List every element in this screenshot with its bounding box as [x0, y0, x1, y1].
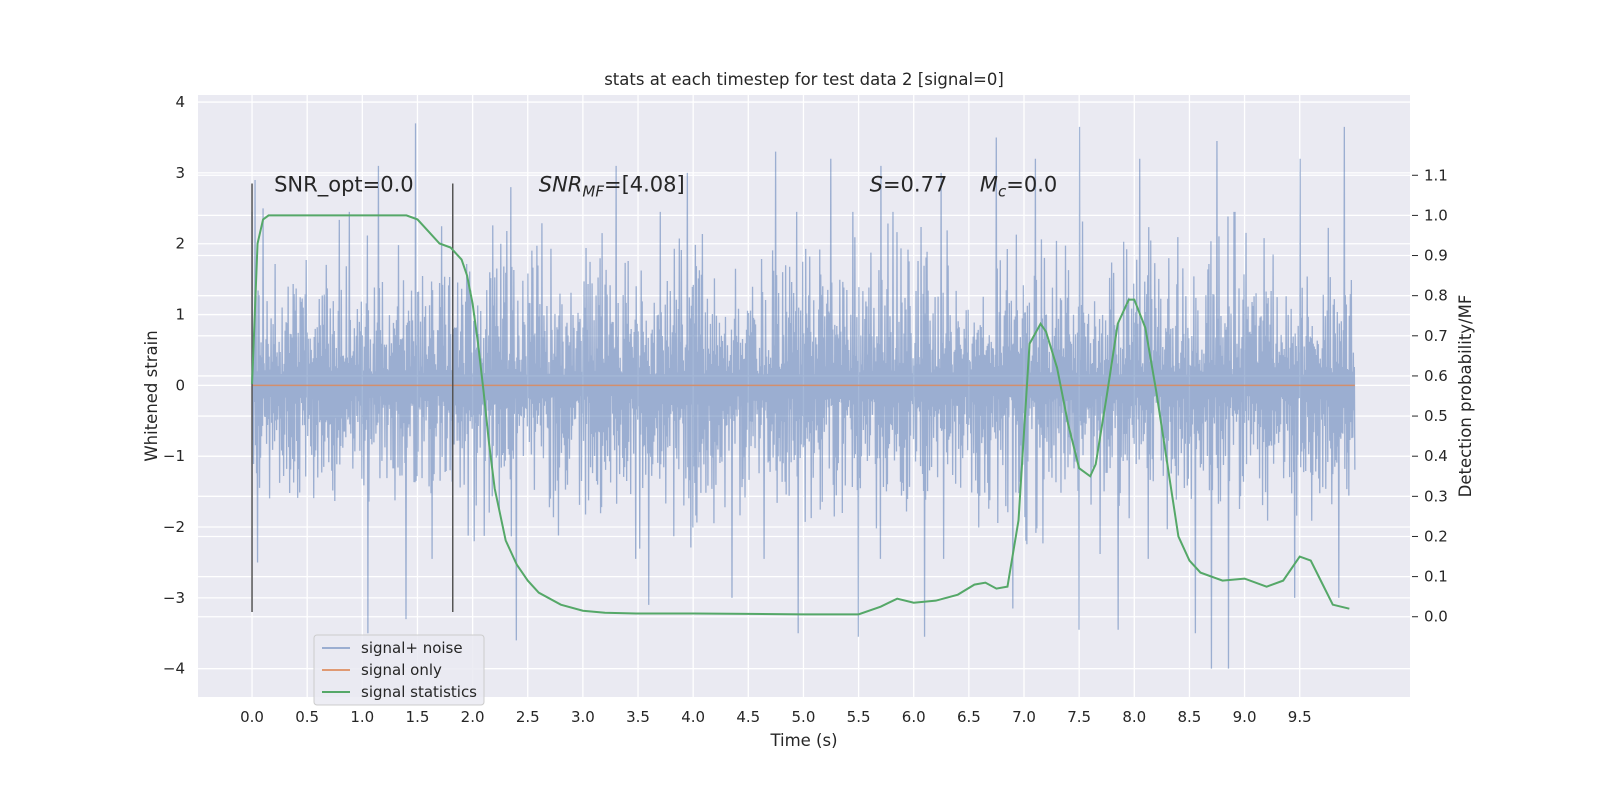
x-tick-label: 1.5 [406, 708, 430, 726]
y2-tick-label: 0.4 [1424, 447, 1448, 465]
y2-tick-label: 0.6 [1424, 367, 1448, 385]
x-tick-label: 6.5 [957, 708, 981, 726]
y2-tick-label: 1.0 [1424, 206, 1448, 224]
x-tick-label: 2.5 [516, 708, 540, 726]
series-signal-noise [251, 123, 1356, 669]
x-tick-label: 4.5 [736, 708, 760, 726]
x-axis-label: Time (s) [769, 731, 837, 750]
y-tick-label: 0 [175, 376, 185, 394]
y-tick-label: −1 [163, 447, 185, 465]
x-tick-label: 2.0 [461, 708, 485, 726]
y2-axis-label: Detection probability/MF [1456, 295, 1475, 498]
x-tick-label: 4.0 [681, 708, 705, 726]
legend-box [313, 634, 485, 706]
x-tick-label: 1.0 [350, 708, 374, 726]
chart-title: stats at each timestep for test data 2 [… [604, 70, 1004, 89]
annotation-mc-value: Mc=0.0 [980, 173, 1057, 201]
y-axis-ticks: −4 −3 −2 −1 0 1 2 3 4 [163, 93, 185, 678]
y2-tick-label: 1.1 [1424, 166, 1448, 184]
y-tick-label: −4 [163, 660, 185, 678]
x-tick-label: 0.5 [295, 708, 319, 726]
y-tick-label: 3 [175, 164, 185, 182]
y-tick-label: 1 [175, 306, 185, 324]
x-axis-ticks: 0.0 0.5 1.0 1.5 2.0 2.5 3.0 3.5 4.0 4.5 5.0 5.5 6.0 6… [240, 708, 1312, 726]
series-signal-statistics [251, 214, 1350, 616]
y-tick-label: 4 [175, 93, 185, 111]
annotation-snr-opt: SNR_opt=0.0 [274, 173, 414, 198]
x-tick-label: 7.0 [1012, 708, 1036, 726]
legend: signal+ noise signal only signal statistic… [313, 634, 485, 706]
x-tick-label: 5.5 [847, 708, 871, 726]
x-tick-label: 9.5 [1288, 708, 1312, 726]
y2-tick-label: 0.8 [1424, 287, 1448, 305]
y-tick-label: −3 [163, 589, 185, 607]
x-tick-label: 9.0 [1233, 708, 1257, 726]
annotation-snr-mf: SNRMF=[4.08] [539, 173, 685, 201]
legend-label: signal statistics [361, 683, 477, 701]
annotations: SNR_opt=0.0 SNRMF=[4.08] S=0.77 Mc=0.0 [274, 173, 1057, 201]
y2-tick-label: 0.9 [1424, 247, 1448, 265]
x-tick-label: 5.0 [792, 708, 816, 726]
legend-label: signal only [361, 661, 442, 679]
x-tick-label: 6.0 [902, 708, 926, 726]
x-tick-label: 8.0 [1122, 708, 1146, 726]
y-tick-label: −2 [163, 518, 185, 536]
x-tick-label: 3.0 [571, 708, 595, 726]
x-tick-label: 0.0 [240, 708, 264, 726]
y2-tick-label: 0.7 [1424, 327, 1448, 345]
y-axis-label: Whitened strain [142, 330, 161, 461]
y2-tick-label: 0.1 [1424, 568, 1448, 586]
y2-tick-label: 0.3 [1424, 487, 1448, 505]
y2-tick-label: 0.2 [1424, 527, 1448, 545]
y2-tick-label: 0.0 [1424, 608, 1448, 626]
y-tick-label: 2 [175, 235, 185, 253]
x-tick-label: 3.5 [626, 708, 650, 726]
x-tick-label: 8.5 [1178, 708, 1202, 726]
y2-axis-ticks: 0.0 0.1 0.2 0.3 0.4 0.5 0.6 0.7 0.8 0.9 1.0 1.1 [1412, 166, 1448, 626]
x-tick-label: 7.5 [1067, 708, 1091, 726]
y2-tick-label: 0.5 [1424, 407, 1448, 425]
annotation-s-value: S=0.77 [870, 173, 948, 197]
legend-label: signal+ noise [361, 639, 463, 657]
